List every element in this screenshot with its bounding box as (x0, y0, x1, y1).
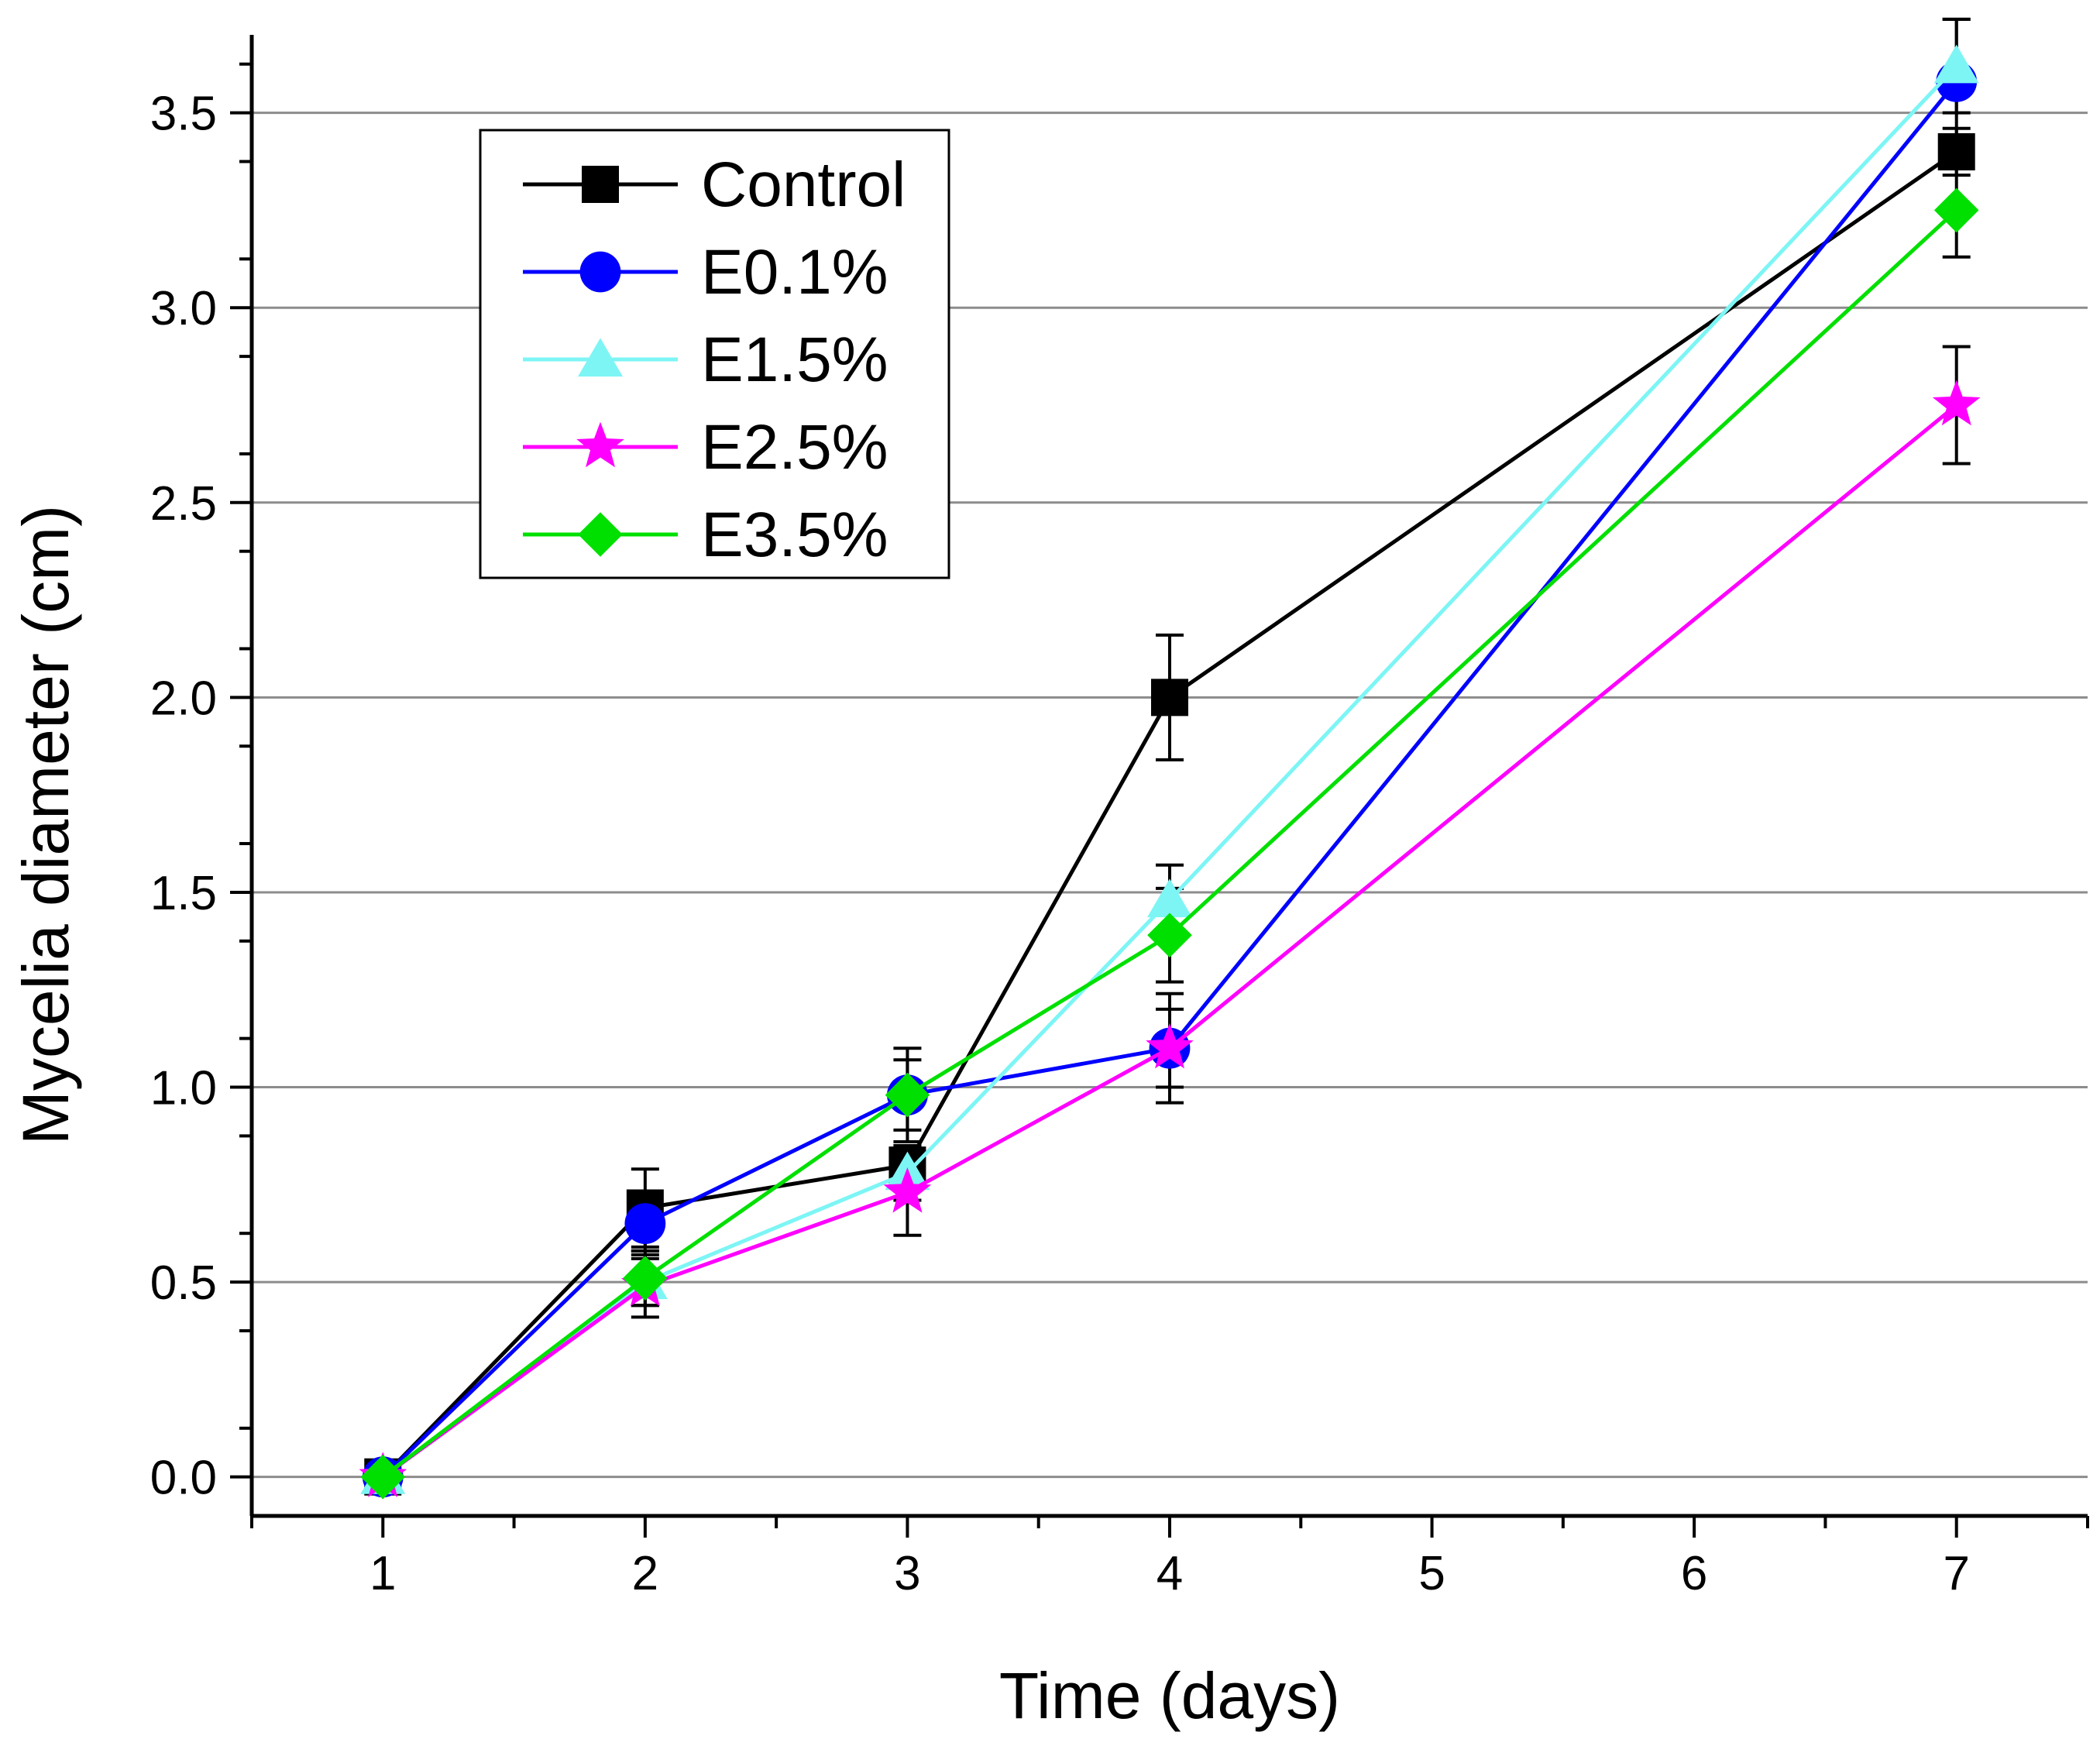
data-point-e3-5 (885, 1072, 930, 1118)
data-point-e1-5 (1933, 44, 1979, 84)
legend-label-e2-5: E2.5% (701, 412, 888, 483)
y-tick-label: 3.0 (150, 282, 217, 335)
data-point-e2-5 (1932, 380, 1981, 426)
y-tick-label: 1.5 (150, 867, 217, 920)
legend: Control E0.1% E1.5% E2.5% E3.5% (479, 129, 950, 579)
y-tick-label: 2.5 (150, 477, 217, 531)
legend-box (479, 129, 950, 579)
y-tick-label: 3.5 (150, 88, 217, 141)
legend-label-control: Control (701, 149, 906, 220)
x-tick-label: 5 (1418, 1547, 1445, 1600)
legend-marker-e1-5 (578, 338, 623, 377)
x-tick-label: 6 (1681, 1547, 1707, 1600)
data-point-e0-1 (624, 1203, 666, 1245)
legend-label-e0-1: E0.1% (701, 237, 888, 308)
data-point-e3-5 (360, 1454, 406, 1500)
data-point-control (1151, 679, 1188, 717)
legend-marker-e0-1 (579, 251, 621, 293)
y-axis-title: Mycelia diameter (cm) (9, 505, 82, 1145)
legend-marker-e3-5 (578, 512, 623, 557)
legend-marker-e2-5 (576, 421, 624, 468)
y-tick-label: 1.0 (150, 1062, 217, 1115)
y-tick-label: 2.0 (150, 672, 217, 725)
data-point-e1-5 (1147, 878, 1192, 918)
x-tick-label: 2 (632, 1547, 658, 1600)
x-tick-label: 3 (894, 1547, 920, 1600)
x-tick-label: 1 (369, 1547, 396, 1600)
data-point-e2-5 (883, 1167, 932, 1213)
x-tick-label: 4 (1157, 1547, 1183, 1600)
data-point-e2-5 (1146, 1022, 1194, 1069)
data-point-e3-5 (623, 1256, 668, 1301)
legend-label-e3-5: E3.5% (701, 500, 888, 570)
x-axis-title: Time (days) (999, 1659, 1340, 1732)
x-tick-label: 7 (1943, 1547, 1969, 1600)
axes: 0.0 0.5 1.0 1.5 2.0 2.5 3.0 3.5 1 2 3 4 5 6 7 (150, 35, 2089, 1600)
data-point-e3-5 (1147, 912, 1192, 958)
y-tick-label: 0.5 (150, 1256, 217, 1310)
series-e3-5 (360, 187, 1979, 1500)
data-point-control (1937, 132, 1975, 170)
data-point-e3-5 (1933, 187, 1979, 233)
y-tick-label: 0.0 (150, 1452, 217, 1505)
legend-label-e1-5: E1.5% (701, 325, 888, 395)
legend-marker-control (582, 166, 619, 203)
series-layer (359, 17, 1981, 1500)
